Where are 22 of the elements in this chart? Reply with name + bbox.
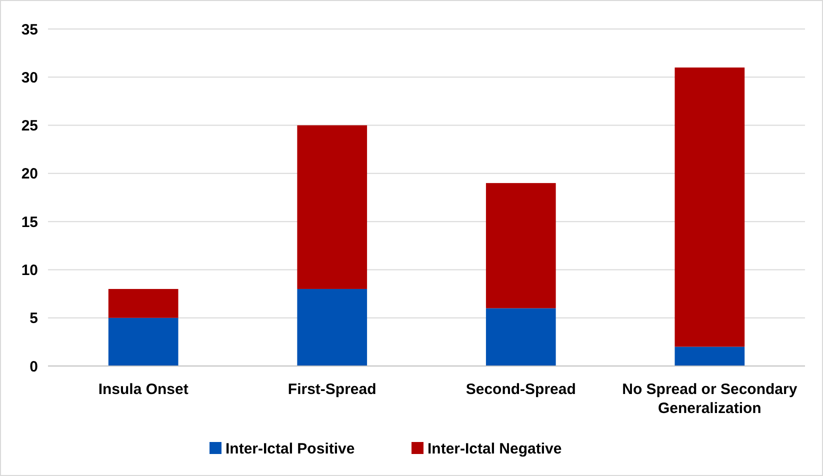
bar: [297, 125, 368, 289]
y-tick-label: 15: [21, 214, 38, 231]
bar: [674, 346, 745, 366]
y-tick-label: 35: [21, 21, 38, 38]
x-tick-label: Second-Spread: [466, 381, 576, 398]
legend-label: Inter-Ictal Negative: [428, 440, 562, 458]
y-tick-label: 25: [21, 118, 38, 135]
x-tick-label: No Spread or Secondary Generalization: [622, 381, 798, 417]
x-tick-label: Insula Onset: [98, 381, 188, 398]
bar: [486, 308, 556, 366]
bar: [297, 288, 368, 366]
y-tick-label: 20: [21, 166, 38, 183]
bar: [674, 68, 745, 347]
y-tick-label: 5: [30, 310, 38, 328]
bar: [108, 288, 178, 318]
y-tick-label: 10: [21, 262, 38, 279]
bar: [108, 318, 178, 366]
legend-label: Inter-Ictal Positive: [226, 440, 355, 458]
bar: [486, 183, 556, 308]
y-tick-label: 0: [30, 358, 38, 376]
y-tick-label: 30: [21, 69, 38, 86]
x-tick-label: First-Spread: [288, 381, 376, 398]
